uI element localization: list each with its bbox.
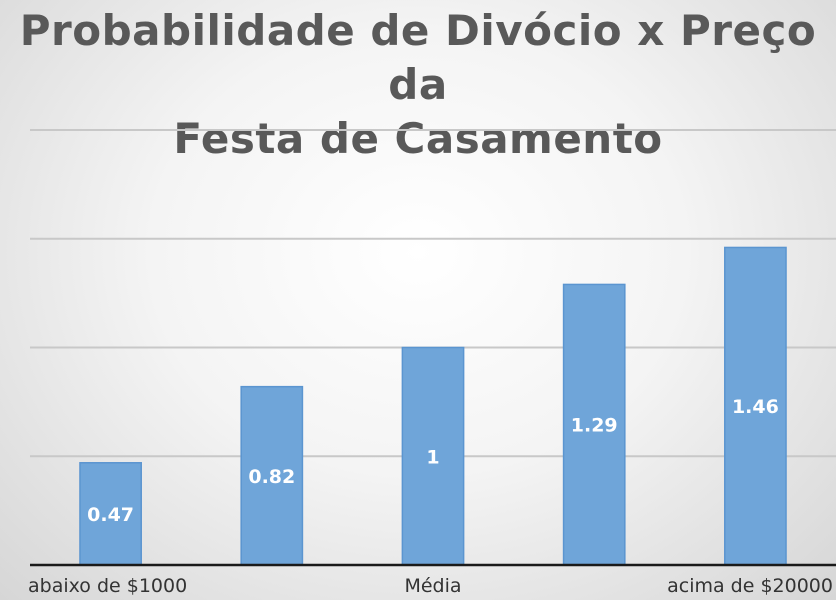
bar: [401, 346, 465, 566]
x-tick-label: Média: [404, 575, 461, 597]
x-tick-label: abaixo de $1000: [28, 575, 187, 597]
chart-title-line-2: Festa de Casamento: [173, 114, 663, 163]
data-label: 1: [426, 446, 439, 468]
data-label: 0.47: [87, 504, 134, 526]
data-label: 1.29: [571, 415, 618, 437]
bar: [724, 246, 787, 566]
bar: [79, 462, 142, 566]
data-label: 0.82: [248, 466, 295, 488]
chart-title-line-1: Probabilidade de Divócio x Preço da: [19, 6, 817, 109]
x-tick-label: acima de $20000: [667, 575, 833, 597]
chart-title: Probabilidade de Divócio x Preço da Fest…: [0, 4, 836, 166]
data-label: 1.46: [732, 396, 779, 418]
